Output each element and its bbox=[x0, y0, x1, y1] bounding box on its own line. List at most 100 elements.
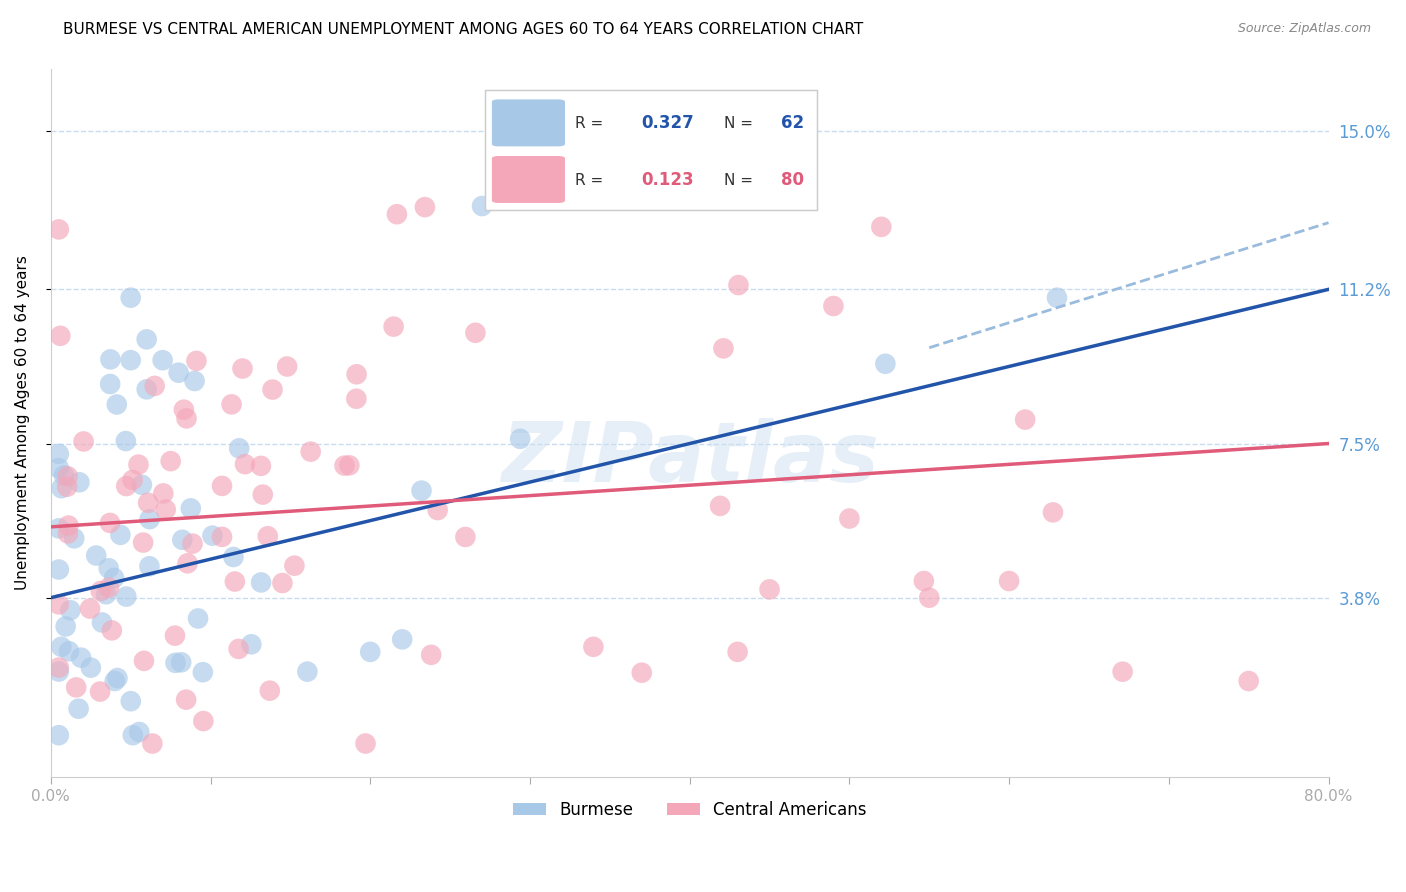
Central Americans bbox=[346, 368, 368, 382]
Burmese bbox=[105, 397, 128, 411]
Burmese bbox=[391, 632, 413, 647]
Burmese bbox=[48, 562, 70, 576]
Burmese bbox=[98, 376, 121, 391]
Burmese bbox=[172, 533, 194, 547]
Central Americans bbox=[58, 518, 80, 533]
Central Americans bbox=[141, 737, 163, 751]
Burmese bbox=[63, 532, 86, 546]
Burmese bbox=[135, 383, 157, 397]
Burmese bbox=[120, 353, 142, 368]
Burmese bbox=[411, 483, 433, 498]
Central Americans bbox=[224, 574, 246, 589]
Burmese bbox=[48, 447, 70, 461]
Burmese bbox=[138, 559, 160, 574]
Central Americans bbox=[79, 601, 101, 615]
Burmese bbox=[250, 575, 273, 590]
Legend: Burmese, Central Americans: Burmese, Central Americans bbox=[506, 794, 873, 825]
Central Americans bbox=[231, 361, 253, 376]
Burmese bbox=[53, 468, 76, 483]
Central Americans bbox=[233, 457, 256, 471]
Central Americans bbox=[173, 402, 195, 417]
Central Americans bbox=[823, 299, 845, 313]
Central Americans bbox=[211, 479, 233, 493]
Central Americans bbox=[382, 319, 405, 334]
Central Americans bbox=[174, 692, 197, 706]
Central Americans bbox=[256, 529, 278, 543]
Central Americans bbox=[354, 737, 377, 751]
Burmese bbox=[48, 728, 70, 742]
Central Americans bbox=[1237, 673, 1260, 688]
Central Americans bbox=[49, 328, 72, 343]
Burmese bbox=[51, 640, 73, 654]
Central Americans bbox=[65, 681, 87, 695]
Burmese bbox=[187, 611, 209, 625]
Central Americans bbox=[152, 486, 174, 500]
Y-axis label: Unemployment Among Ages 60 to 64 years: Unemployment Among Ages 60 to 64 years bbox=[15, 255, 30, 591]
Burmese bbox=[107, 671, 129, 685]
Burmese bbox=[1046, 291, 1069, 305]
Burmese bbox=[120, 291, 142, 305]
Central Americans bbox=[176, 557, 198, 571]
Central Americans bbox=[1014, 412, 1036, 426]
Text: Source: ZipAtlas.com: Source: ZipAtlas.com bbox=[1237, 22, 1371, 36]
Central Americans bbox=[56, 480, 79, 494]
Central Americans bbox=[143, 379, 166, 393]
Central Americans bbox=[121, 473, 143, 487]
Central Americans bbox=[259, 683, 281, 698]
Central Americans bbox=[132, 654, 155, 668]
Burmese bbox=[94, 587, 117, 601]
Burmese bbox=[67, 702, 90, 716]
Burmese bbox=[183, 374, 205, 388]
Central Americans bbox=[333, 458, 356, 473]
Central Americans bbox=[90, 584, 112, 599]
Central Americans bbox=[283, 558, 305, 573]
Central Americans bbox=[454, 530, 477, 544]
Burmese bbox=[91, 615, 114, 630]
Burmese bbox=[228, 442, 250, 456]
Central Americans bbox=[276, 359, 298, 374]
Central Americans bbox=[464, 326, 486, 340]
Central Americans bbox=[56, 469, 79, 483]
Burmese bbox=[240, 637, 263, 651]
Burmese bbox=[191, 665, 214, 680]
Burmese bbox=[80, 660, 103, 674]
Central Americans bbox=[127, 458, 149, 472]
Central Americans bbox=[163, 629, 186, 643]
Burmese bbox=[180, 501, 202, 516]
Central Americans bbox=[221, 397, 243, 411]
Central Americans bbox=[186, 354, 208, 368]
Central Americans bbox=[159, 454, 181, 468]
Central Americans bbox=[385, 207, 408, 221]
Central Americans bbox=[48, 660, 70, 674]
Burmese bbox=[170, 655, 193, 669]
Burmese bbox=[100, 352, 122, 367]
Burmese bbox=[97, 561, 120, 575]
Central Americans bbox=[582, 640, 605, 654]
Central Americans bbox=[918, 591, 941, 605]
Central Americans bbox=[228, 641, 250, 656]
Burmese bbox=[110, 528, 132, 542]
Central Americans bbox=[912, 574, 935, 588]
Central Americans bbox=[181, 536, 204, 550]
Central Americans bbox=[337, 458, 360, 473]
Central Americans bbox=[758, 582, 780, 597]
Burmese bbox=[55, 619, 77, 633]
Central Americans bbox=[211, 530, 233, 544]
Burmese bbox=[120, 694, 142, 708]
Burmese bbox=[875, 357, 897, 371]
Central Americans bbox=[870, 219, 893, 234]
Central Americans bbox=[426, 503, 449, 517]
Burmese bbox=[135, 332, 157, 346]
Burmese bbox=[70, 650, 93, 665]
Central Americans bbox=[136, 496, 159, 510]
Central Americans bbox=[1111, 665, 1133, 679]
Burmese bbox=[104, 673, 127, 688]
Central Americans bbox=[101, 624, 124, 638]
Burmese bbox=[152, 353, 174, 368]
Text: ZIPatlas: ZIPatlas bbox=[501, 417, 879, 499]
Central Americans bbox=[1042, 505, 1064, 519]
Central Americans bbox=[413, 200, 436, 214]
Central Americans bbox=[709, 499, 731, 513]
Central Americans bbox=[97, 581, 120, 595]
Central Americans bbox=[713, 342, 735, 356]
